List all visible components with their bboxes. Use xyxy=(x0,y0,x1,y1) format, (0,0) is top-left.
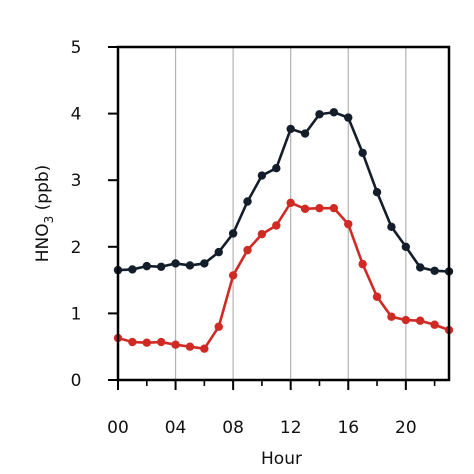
data-point xyxy=(243,245,252,255)
x-tick-label: 12 xyxy=(280,418,302,438)
y-axis-label-subscript: 3 xyxy=(42,216,56,224)
data-point xyxy=(228,229,238,238)
data-point xyxy=(272,221,281,230)
x-axis-label: Hour xyxy=(261,449,302,469)
data-point xyxy=(156,262,166,271)
data-point xyxy=(142,338,151,347)
series-2 xyxy=(113,198,454,353)
data-point xyxy=(171,340,180,349)
data-point xyxy=(257,171,267,180)
x-tick-label: 20 xyxy=(395,418,417,438)
data-point xyxy=(185,342,195,351)
data-point xyxy=(401,242,411,251)
data-point xyxy=(200,259,209,268)
data-point xyxy=(142,261,151,271)
data-point xyxy=(214,322,223,331)
data-point xyxy=(344,219,353,229)
y-tick-label: 5 xyxy=(71,38,82,58)
data-point xyxy=(329,108,339,117)
data-point xyxy=(286,198,295,208)
data-point xyxy=(257,229,267,239)
plot-frame xyxy=(116,45,451,382)
data-point xyxy=(128,265,137,274)
data-point xyxy=(430,320,439,329)
data-point xyxy=(416,316,425,325)
data-point xyxy=(214,247,223,257)
y-axis-label-unit: (ppb) xyxy=(33,165,53,216)
data-point xyxy=(372,292,382,301)
data-point xyxy=(128,337,137,347)
data-point xyxy=(286,124,295,134)
data-point xyxy=(156,337,166,347)
data-point xyxy=(272,164,281,173)
y-tick-label: 0 xyxy=(71,371,82,391)
y-tick-label: 2 xyxy=(71,238,82,258)
y-tick-label: 1 xyxy=(71,304,82,324)
x-tick-label: 16 xyxy=(337,418,359,438)
x-tick-label: 00 xyxy=(107,418,129,438)
data-point xyxy=(315,203,324,213)
y-axis-label-main: HNO xyxy=(33,223,53,262)
data-point xyxy=(329,203,339,213)
data-point xyxy=(358,148,367,158)
data-point xyxy=(401,315,411,325)
y-tick-label: 3 xyxy=(71,171,82,191)
series-group xyxy=(113,108,454,353)
x-tick-label: 04 xyxy=(165,418,187,438)
data-point xyxy=(416,263,425,272)
data-point xyxy=(430,266,439,275)
data-point xyxy=(185,261,195,270)
series-line xyxy=(117,110,450,273)
data-point xyxy=(228,271,238,280)
y-axis-label: HNO3 (ppb) xyxy=(33,165,56,263)
data-point xyxy=(372,187,382,197)
data-point xyxy=(300,204,310,214)
data-point xyxy=(200,344,209,353)
grid-lines xyxy=(174,47,407,380)
data-point xyxy=(315,110,324,119)
x-tick-label: 08 xyxy=(222,418,244,438)
data-point xyxy=(171,259,180,268)
data-point xyxy=(300,129,310,138)
series-line xyxy=(117,201,450,351)
y-tick-label: 4 xyxy=(71,105,82,125)
data-point xyxy=(387,312,396,321)
data-point xyxy=(358,259,367,269)
data-point xyxy=(344,113,353,122)
series-1 xyxy=(113,108,454,276)
data-point xyxy=(387,222,396,232)
data-point xyxy=(243,197,252,206)
